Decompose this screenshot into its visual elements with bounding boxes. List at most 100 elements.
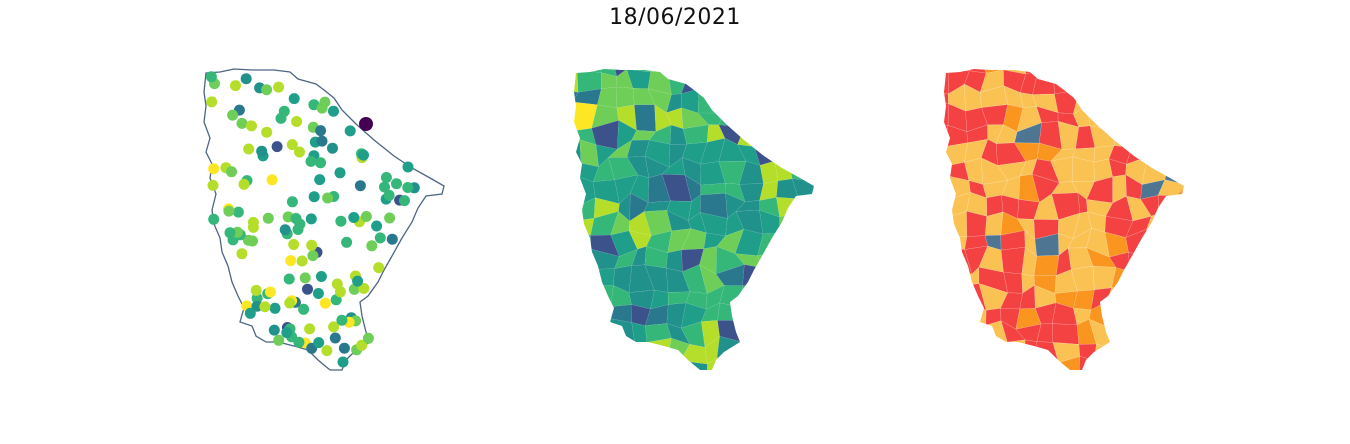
municipality-cell (574, 265, 576, 293)
municipality-cell (944, 268, 973, 293)
municipality-cell (1002, 378, 1025, 380)
municipality-cell (1141, 304, 1166, 329)
municipality-cell (1143, 250, 1169, 273)
municipality-cell (774, 70, 793, 96)
municipality-cell (716, 357, 742, 370)
station-point (336, 314, 348, 326)
municipality-cell (594, 306, 611, 320)
station-point (293, 336, 305, 348)
municipality-cell (758, 373, 782, 380)
municipality-cell (1180, 354, 1184, 370)
municipality-category-map (944, 69, 1187, 380)
municipality-cell (702, 69, 725, 78)
municipality-cell (1176, 342, 1184, 356)
station-point (402, 161, 414, 173)
municipality-cell (1168, 144, 1183, 162)
municipality-cell (945, 236, 968, 250)
municipality-cell (946, 376, 970, 380)
municipality-cell (754, 109, 780, 128)
municipality-cell (1144, 144, 1170, 162)
municipality-cell (582, 336, 603, 363)
station-point (205, 71, 217, 83)
municipality-cell (756, 69, 776, 92)
municipality-cell (762, 283, 781, 308)
municipality-cell (1032, 362, 1059, 370)
page-title: 18/06/2021 (609, 5, 741, 30)
station-point (386, 233, 398, 245)
municipality-cell (733, 357, 764, 370)
station-point (268, 324, 280, 336)
municipality-cell (645, 356, 671, 370)
station-point (316, 102, 328, 114)
municipality-cell (1157, 195, 1184, 222)
station-point (383, 189, 395, 201)
station-point (344, 125, 356, 137)
municipality-cell (1180, 109, 1184, 130)
municipality-cell (576, 309, 601, 323)
municipality-cell (788, 158, 814, 181)
municipality-cell (999, 339, 1026, 366)
municipality-cell (1142, 327, 1166, 347)
municipality-cell (773, 140, 797, 162)
station-point (286, 139, 298, 151)
station-point (273, 334, 285, 346)
station-point (402, 182, 414, 193)
station-point (371, 220, 383, 232)
station-point (379, 181, 390, 193)
municipality-cell (574, 228, 584, 258)
municipality-cell (775, 373, 796, 381)
municipality-cell (806, 123, 814, 150)
station-point (246, 120, 257, 132)
municipality-cell (813, 69, 814, 72)
municipality-cell (944, 213, 953, 238)
station-point (319, 297, 331, 309)
station-point (337, 356, 349, 368)
municipality-cell (1140, 285, 1167, 307)
station-point (283, 273, 295, 285)
station-point (305, 213, 317, 225)
station-point (348, 212, 360, 223)
station-point (284, 297, 296, 309)
municipality-cell (1175, 307, 1184, 327)
station-point (384, 212, 396, 224)
municipality-cell (1160, 377, 1187, 380)
station-point (328, 321, 340, 333)
municipality-cell (616, 86, 635, 109)
municipality-cell (1129, 271, 1145, 287)
municipality-cell (645, 375, 673, 380)
municipality-cell (650, 69, 673, 73)
municipality-cell (560, 102, 573, 131)
station-point (328, 105, 339, 117)
municipality-cell (789, 69, 814, 96)
municipality-cell (1033, 255, 1060, 277)
municipality-cell (1122, 361, 1147, 370)
municipality-cell (1016, 365, 1038, 370)
municipality-cell (741, 283, 764, 308)
municipality-cell (944, 302, 950, 329)
station-point (281, 327, 293, 339)
station-point (207, 179, 219, 191)
station-point (273, 81, 285, 93)
municipality-cell (697, 84, 724, 114)
municipality-cell (1108, 337, 1128, 366)
municipality-cell (796, 250, 814, 267)
municipality-cell (776, 104, 797, 126)
municipality-cell (1108, 325, 1130, 349)
municipality-cell (683, 374, 707, 380)
municipality-cells (560, 69, 814, 381)
station-point (251, 300, 263, 312)
municipality-cell (944, 265, 953, 293)
municipality-cell (813, 257, 814, 270)
municipality-cell (949, 285, 971, 305)
municipality-cell (1177, 139, 1184, 166)
station-point (341, 236, 353, 248)
station-point (227, 109, 239, 121)
municipality-cell (1023, 69, 1039, 75)
station-point (266, 174, 278, 186)
municipality-cell (944, 338, 948, 358)
municipality-cell (1107, 286, 1135, 302)
municipality-cell (632, 342, 648, 362)
station-point (358, 282, 370, 294)
municipality-cell (590, 339, 619, 366)
station-point (338, 342, 350, 354)
